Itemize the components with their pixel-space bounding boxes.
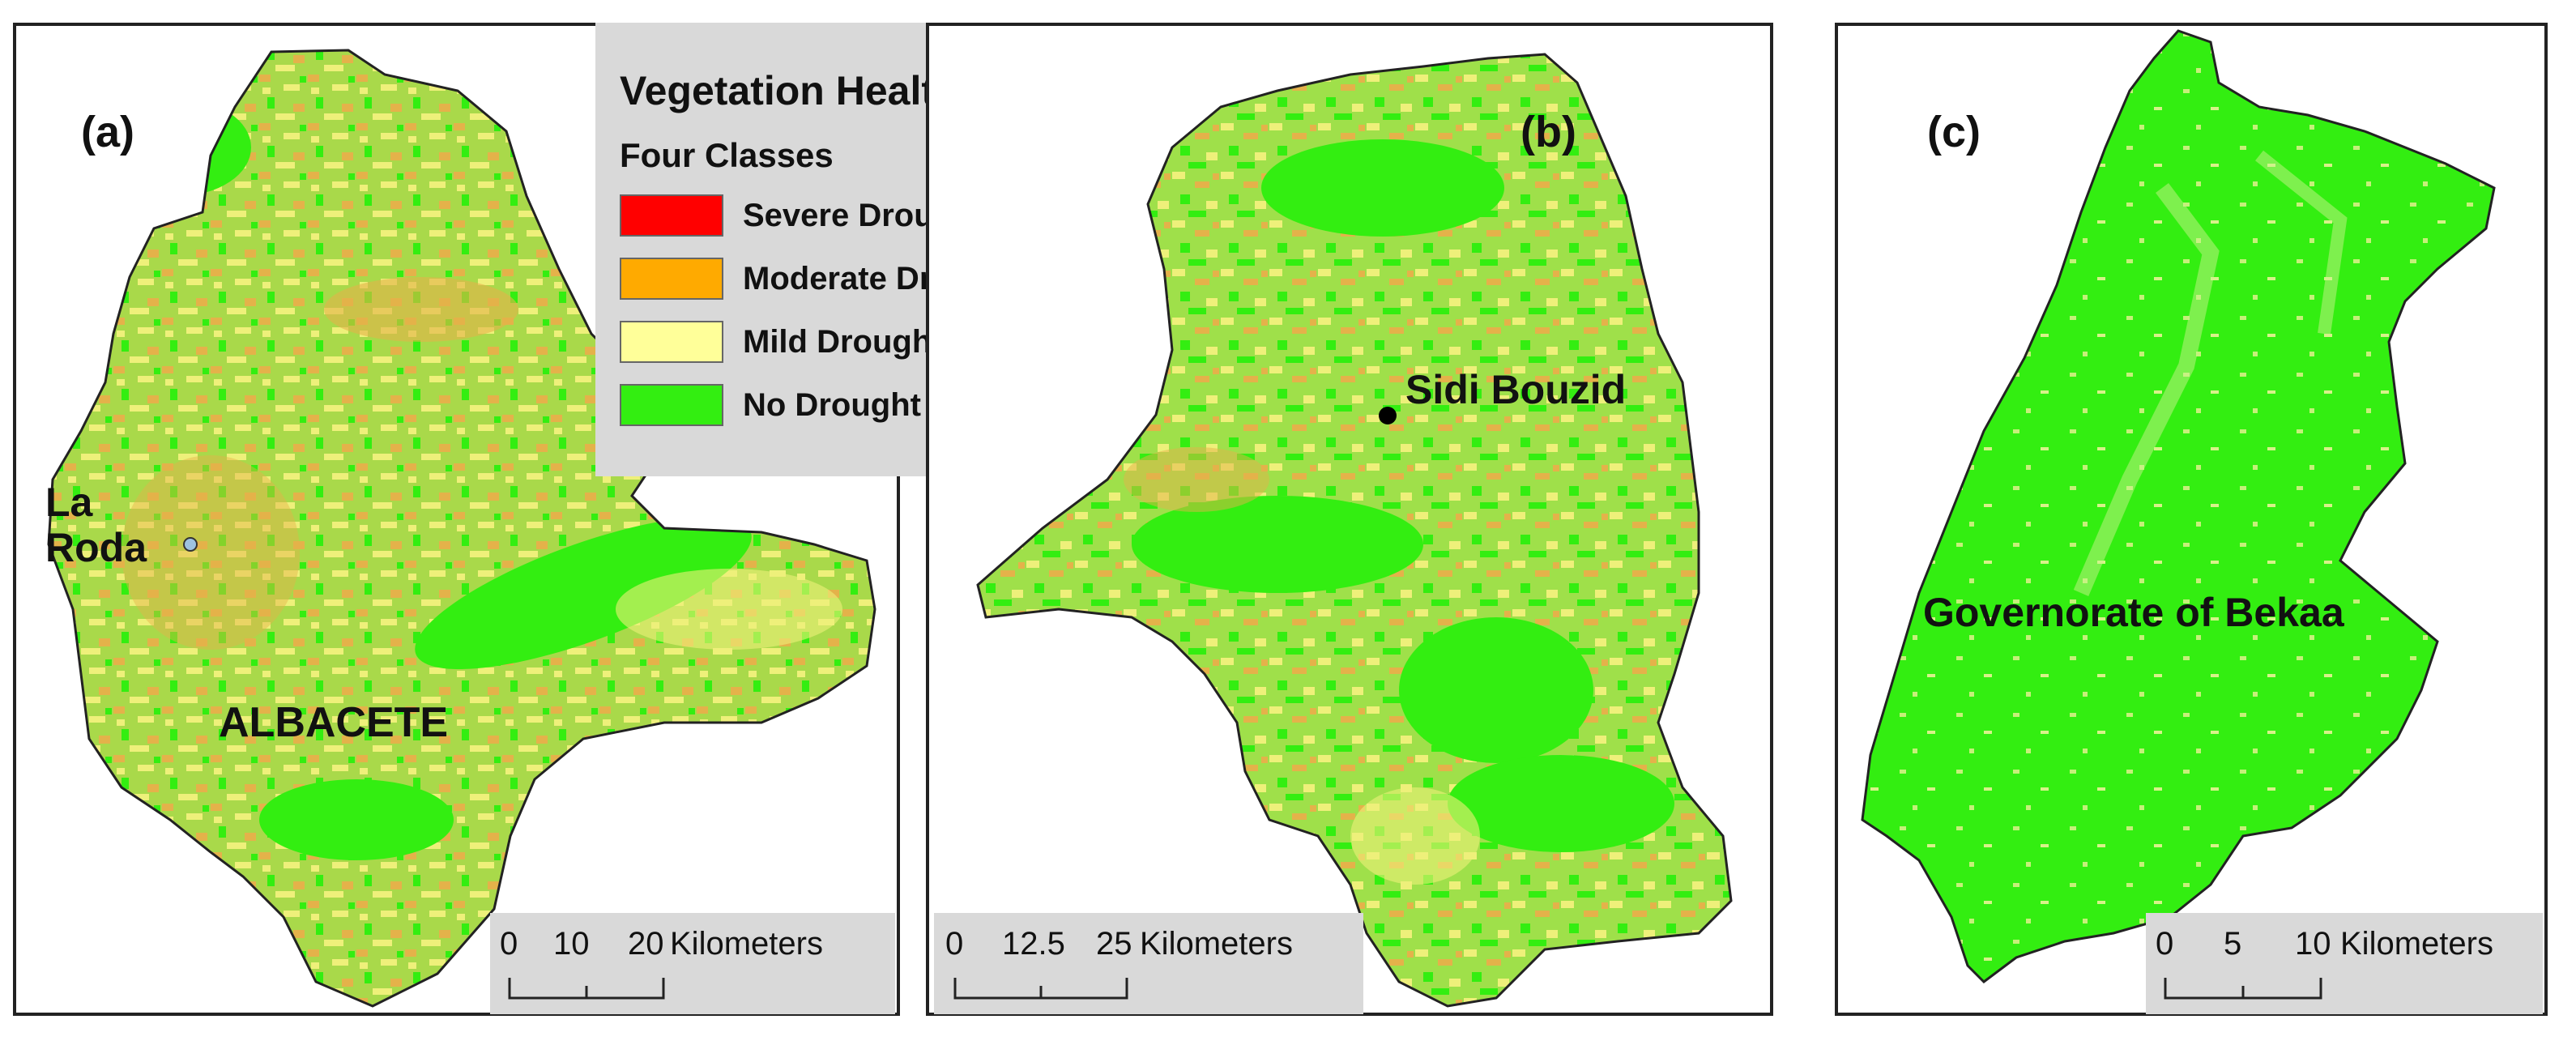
scale-units: Kilometers <box>670 926 823 962</box>
map-panel-b: (b) Sidi Bouzid 0 12.5 25 Kilometers <box>926 23 1773 1016</box>
scale-bar-line <box>953 978 1128 1000</box>
place-label-bekaa: Governorate of Bekaa <box>1923 590 2344 635</box>
scale-tick-0: 0 <box>500 926 518 962</box>
scale-tick-1: 5 <box>2224 926 2242 962</box>
place-label-albacete: ALBACETE <box>219 699 449 746</box>
region-map-sidi-bouzid <box>976 53 1733 1008</box>
region-map-bekaa <box>1861 29 2496 983</box>
legend-label-mild: Mild Drought <box>743 323 943 360</box>
legend-swatch-none <box>620 384 723 426</box>
scale-units: Kilometers <box>1140 926 1293 962</box>
legend-item-mild: Mild Drought <box>620 319 943 365</box>
scale-units: Kilometers <box>2340 926 2493 962</box>
panel-b-label: (b) <box>1520 108 1576 156</box>
scale-tick-1: 12.5 <box>1002 926 1065 962</box>
panel-c-label: (c) <box>1927 108 1981 156</box>
scale-bar-b: 0 12.5 25 Kilometers <box>934 913 1363 1014</box>
map-panel-c: (c) Governorate of Bekaa 0 5 10 Kilomete… <box>1835 23 2548 1016</box>
scale-tick-0: 0 <box>2156 926 2174 962</box>
legend-swatch-mild <box>620 321 723 363</box>
scale-tick-2: 25 <box>1096 926 1132 962</box>
scale-tick-1: 10 <box>553 926 590 962</box>
place-label-la-roda: La Roda <box>45 480 147 570</box>
scale-bar-line <box>508 978 665 1000</box>
panel-a-label: (a) <box>81 108 134 156</box>
legend-swatch-moderate <box>620 258 723 300</box>
legend-subtitle: Four Classes <box>620 136 834 174</box>
scale-tick-2: 10 <box>2295 926 2331 962</box>
legend-item-none: No Drought <box>620 382 921 428</box>
city-marker-sidi-bouzid <box>1379 407 1397 424</box>
scale-bar-line <box>2164 978 2322 1000</box>
scale-tick-2: 20 <box>628 926 664 962</box>
legend-label-none: No Drought <box>743 386 921 423</box>
place-label-sidi-bouzid: Sidi Bouzid <box>1405 367 1627 412</box>
scale-bar-c: 0 5 10 Kilometers <box>2146 913 2543 1014</box>
scale-bar-a: 0 10 20 Kilometers <box>490 913 895 1014</box>
legend-swatch-severe <box>620 194 723 237</box>
scale-tick-0: 0 <box>945 926 964 962</box>
